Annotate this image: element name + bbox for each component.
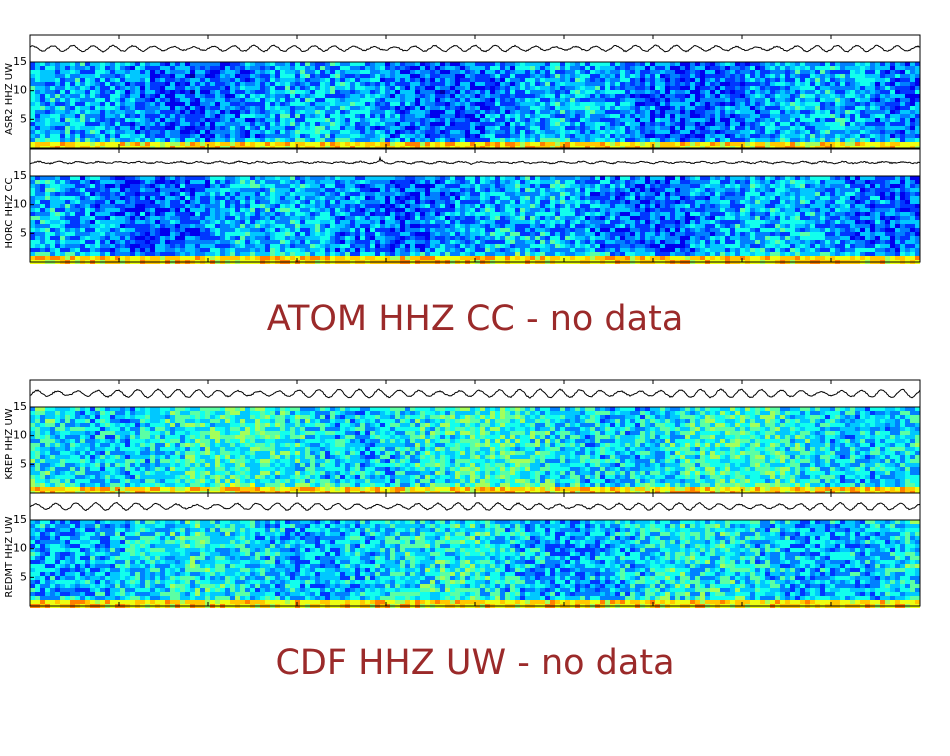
waveform (29, 501, 921, 512)
y-tick-label: 5 (20, 570, 27, 583)
spectrogram-cells (30, 176, 915, 256)
waveform (29, 44, 921, 53)
spectrogram-cells (35, 256, 920, 264)
y-tick-label: 10 (13, 198, 27, 211)
y-tick-label: 10 (13, 84, 27, 97)
spectrogram-cells (30, 176, 920, 256)
y-tick-label: 10 (13, 429, 27, 442)
spectrogram-cells (30, 520, 920, 600)
station-label: REDMT HHZ UW (4, 516, 15, 597)
spectrogram-cells (30, 62, 920, 142)
spectrogram-cells (30, 520, 920, 600)
y-tick-label: 10 (13, 542, 27, 555)
no-data-message: ATOM HHZ CC - no data (267, 299, 684, 339)
spectrogram-cells (30, 62, 920, 142)
waveform (30, 388, 921, 399)
station-label: ASR2 HHZ UW (4, 63, 15, 135)
station-label: HORC HHZ CC (4, 177, 15, 248)
spectrogram-cells (30, 176, 920, 256)
waveform (29, 155, 921, 165)
y-tick-label: 5 (20, 226, 27, 239)
no-data-message: CDF HHZ UW - no data (275, 643, 674, 683)
y-tick-label: 15 (13, 513, 27, 526)
y-tick-label: 5 (20, 112, 27, 125)
y-tick-label: 15 (13, 55, 27, 68)
waveform-box (29, 34, 921, 63)
spectrogram-cells (45, 252, 890, 264)
y-tick-label: 15 (13, 169, 27, 182)
waveform-box (29, 492, 921, 521)
spectrogram-cells (30, 256, 915, 264)
spectrogram-cells (30, 176, 830, 256)
spectrogram-cells (30, 407, 920, 487)
spectrogram-cells (30, 407, 920, 495)
spectrogram-cells (30, 62, 920, 142)
y-tick-label: 5 (20, 457, 27, 470)
y-tick-label: 15 (13, 400, 27, 413)
spectrogram-cells (30, 600, 905, 608)
station-label: KREP HHZ UW (4, 408, 15, 479)
